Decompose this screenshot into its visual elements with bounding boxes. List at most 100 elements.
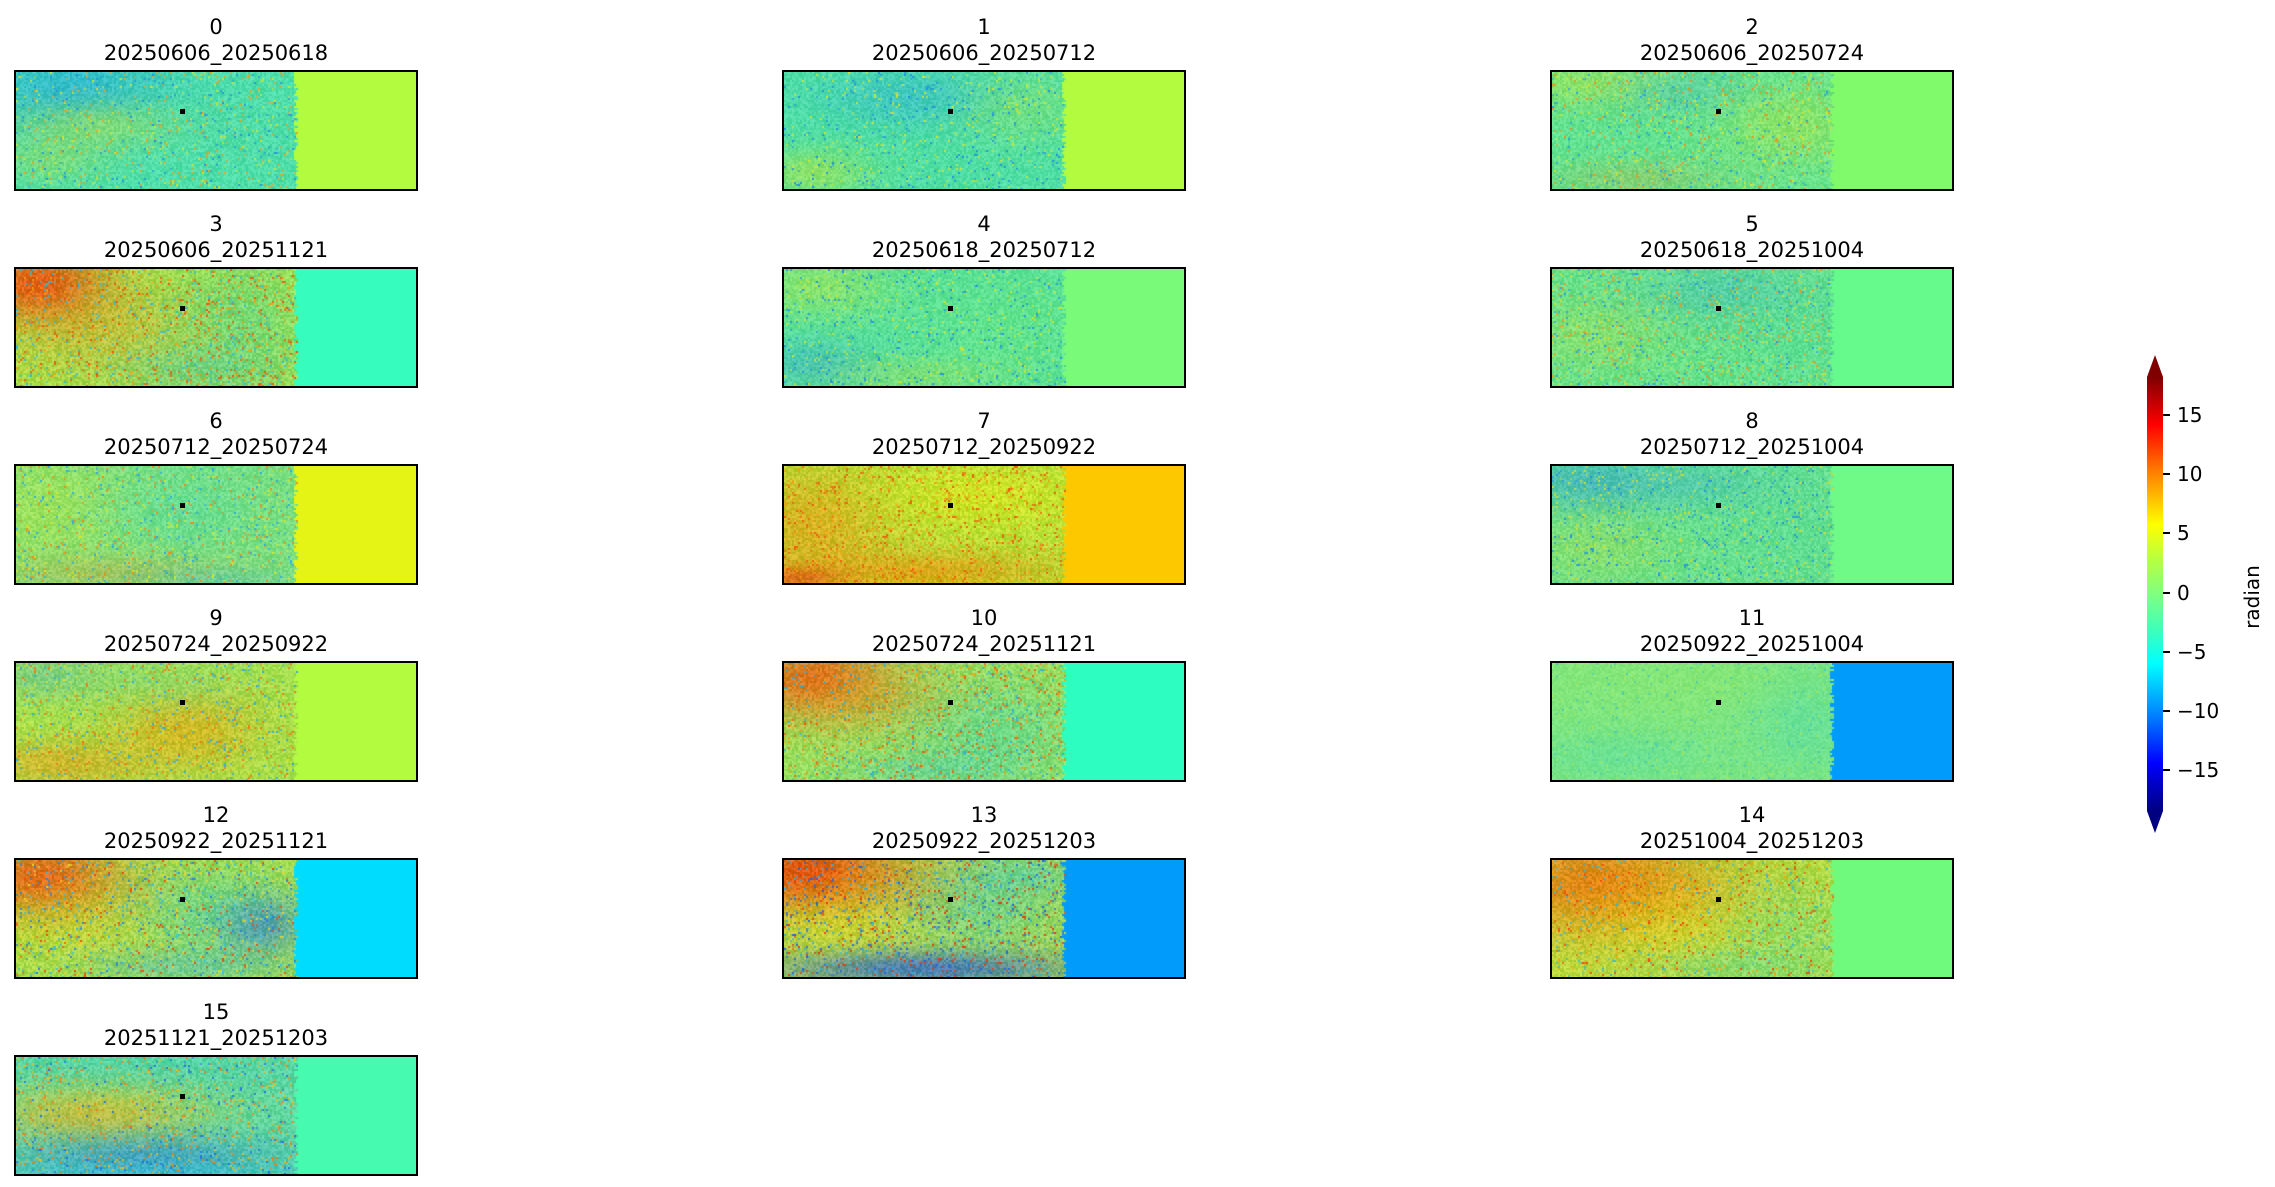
subplot-index-title: 13 xyxy=(970,803,998,827)
subplot-date-title: 20250712_20251004 xyxy=(1639,435,1865,459)
interferogram-heatmap xyxy=(1552,72,1952,189)
reference-point-marker xyxy=(180,896,185,902)
subplot-title-block: 15 20251121_20251203 xyxy=(14,999,418,1051)
colorbar-tick-label: 5 xyxy=(2177,521,2190,545)
interferogram-image-frame xyxy=(782,858,1186,979)
interferogram-heatmap xyxy=(1552,269,1952,386)
subplot-title-block: 1 20250606_20250712 xyxy=(782,14,1186,66)
interferogram-heatmap xyxy=(16,663,416,780)
subplot-panel: 14 20251004_20251203 xyxy=(1550,802,1954,979)
subplot-index-title: 9 xyxy=(209,606,223,630)
subplot-date-title: 20250606_20250724 xyxy=(1639,41,1865,65)
subplot-title-block: 8 20250712_20251004 xyxy=(1550,408,1954,460)
colorbar-tick xyxy=(2163,473,2170,475)
subplot-index-title: 15 xyxy=(202,1000,230,1024)
subplot-date-title: 20250712_20250922 xyxy=(871,435,1097,459)
colorbar-tick xyxy=(2163,414,2170,416)
reference-point-marker xyxy=(180,1093,185,1099)
subplot-date-title: 20250922_20251203 xyxy=(871,829,1097,853)
interferogram-image-frame xyxy=(1550,661,1954,782)
subplot-panel: 3 20250606_20251121 xyxy=(14,211,418,388)
subplot-date-title: 20250618_20250712 xyxy=(871,238,1097,262)
subplot-date-title: 20251004_20251203 xyxy=(1639,829,1865,853)
subplot-index-title: 5 xyxy=(1745,212,1759,236)
colorbar-tick xyxy=(2163,592,2170,594)
interferogram-heatmap xyxy=(1552,860,1952,977)
subplot-panel: 5 20250618_20251004 xyxy=(1550,211,1954,388)
colorbar-tick xyxy=(2163,769,2170,771)
interferogram-heatmap xyxy=(784,466,1184,583)
subplot-date-title: 20250724_20251121 xyxy=(871,632,1097,656)
subplot-index-title: 14 xyxy=(1738,803,1766,827)
colorbar-tick xyxy=(2163,532,2170,534)
reference-point-marker xyxy=(180,305,185,311)
subplot-title-block: 0 20250606_20250618 xyxy=(14,14,418,66)
subplot-date-title: 20250712_20250724 xyxy=(103,435,329,459)
subplot-index-title: 0 xyxy=(209,15,223,39)
interferogram-heatmap xyxy=(16,860,416,977)
subplot-panel: 15 20251121_20251203 xyxy=(14,999,418,1176)
interferogram-image-frame xyxy=(1550,858,1954,979)
subplot-title-block: 11 20250922_20251004 xyxy=(1550,605,1954,657)
subplot-title-block: 4 20250618_20250712 xyxy=(782,211,1186,263)
reference-point-marker xyxy=(948,305,953,311)
subplot-date-title: 20250606_20250712 xyxy=(871,41,1097,65)
interferogram-heatmap xyxy=(1552,466,1952,583)
subplot-panel: 4 20250618_20250712 xyxy=(782,211,1186,388)
subplot-index-title: 10 xyxy=(970,606,998,630)
interferogram-heatmap xyxy=(784,72,1184,189)
subplot-title-block: 7 20250712_20250922 xyxy=(782,408,1186,460)
subplot-title-block: 2 20250606_20250724 xyxy=(1550,14,1954,66)
reference-point-marker xyxy=(948,699,953,705)
colorbar-tick-label: −5 xyxy=(2177,640,2207,664)
reference-point-marker xyxy=(1716,108,1721,114)
interferogram-image-frame xyxy=(14,464,418,585)
interferogram-heatmap xyxy=(16,466,416,583)
interferogram-image-frame xyxy=(782,464,1186,585)
subplot-index-title: 6 xyxy=(209,409,223,433)
interferogram-heatmap xyxy=(16,269,416,386)
interferogram-image-frame xyxy=(782,661,1186,782)
interferogram-image-frame xyxy=(14,661,418,782)
subplot-title-block: 9 20250724_20250922 xyxy=(14,605,418,657)
subplot-panel: 6 20250712_20250724 xyxy=(14,408,418,585)
interferogram-image-frame xyxy=(782,267,1186,388)
subplot-index-title: 11 xyxy=(1738,606,1766,630)
colorbar-tick-label: 15 xyxy=(2177,403,2203,427)
subplot-date-title: 20250922_20251121 xyxy=(103,829,329,853)
subplot-index-title: 7 xyxy=(977,409,991,433)
subplot-title-block: 6 20250712_20250724 xyxy=(14,408,418,460)
subplot-title-block: 12 20250922_20251121 xyxy=(14,802,418,854)
colorbar-extend-max-arrow xyxy=(2147,355,2163,377)
colorbar-tick xyxy=(2163,710,2170,712)
colorbar-tick-label: 10 xyxy=(2177,462,2203,486)
subplot-panel: 10 20250724_20251121 xyxy=(782,605,1186,782)
interferogram-heatmap xyxy=(16,1057,416,1174)
reference-point-marker xyxy=(180,502,185,508)
reference-point-marker xyxy=(948,502,953,508)
subplot-title-block: 5 20250618_20251004 xyxy=(1550,211,1954,263)
interferogram-heatmap xyxy=(1552,663,1952,780)
colorbar-extend-min-arrow xyxy=(2147,811,2163,833)
subplot-date-title: 20250606_20250618 xyxy=(103,41,329,65)
subplot-panel: 11 20250922_20251004 xyxy=(1550,605,1954,782)
subplot-index-title: 3 xyxy=(209,212,223,236)
subplot-title-block: 13 20250922_20251203 xyxy=(782,802,1186,854)
subplot-date-title: 20250606_20251121 xyxy=(103,238,329,262)
subplot-date-title: 20250724_20250922 xyxy=(103,632,329,656)
colorbar-axis-label: radian xyxy=(2240,565,2264,629)
interferogram-image-frame xyxy=(14,1055,418,1176)
subplot-panel: 7 20250712_20250922 xyxy=(782,408,1186,585)
subplot-index-title: 2 xyxy=(1745,15,1759,39)
interferogram-heatmap xyxy=(784,663,1184,780)
interferogram-image-frame xyxy=(782,70,1186,191)
colorbar-tick-label: −15 xyxy=(2177,758,2220,782)
subplot-index-title: 1 xyxy=(977,15,991,39)
subplot-date-title: 20250922_20251004 xyxy=(1639,632,1865,656)
reference-point-marker xyxy=(1716,896,1721,902)
subplot-title-block: 10 20250724_20251121 xyxy=(782,605,1186,657)
subplot-panel: 2 20250606_20250724 xyxy=(1550,14,1954,191)
interferogram-heatmap xyxy=(784,269,1184,386)
subplot-panel: 13 20250922_20251203 xyxy=(782,802,1186,979)
